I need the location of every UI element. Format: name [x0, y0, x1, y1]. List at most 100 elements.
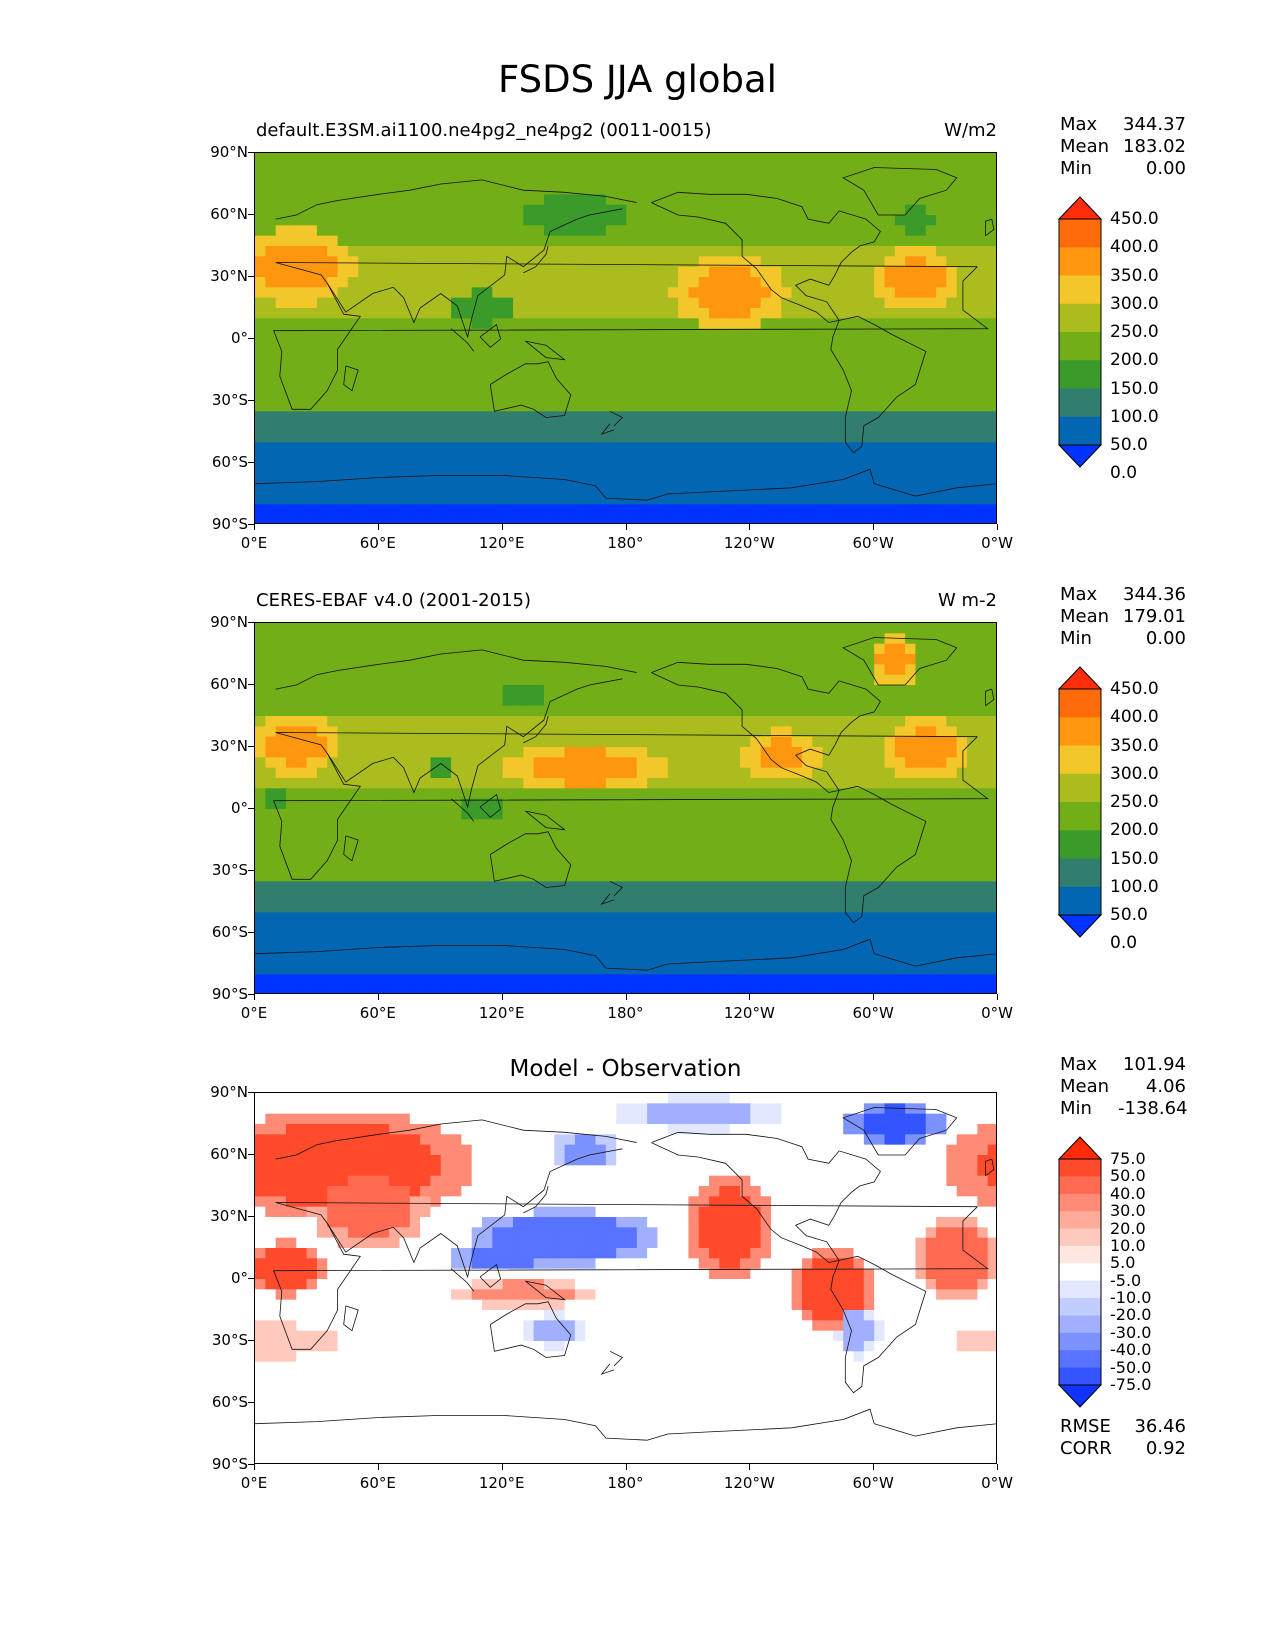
field-cell — [667, 287, 679, 299]
field-cell — [585, 287, 597, 299]
field-cell — [750, 328, 762, 340]
field-cell — [925, 184, 937, 195]
field-cell — [709, 494, 720, 505]
field-cell — [574, 153, 586, 164]
field-cell — [296, 881, 308, 893]
field-cell — [636, 788, 648, 800]
field-cell — [316, 163, 328, 175]
field-cell — [791, 215, 803, 226]
field-cell — [719, 623, 731, 634]
field-cell — [595, 798, 607, 810]
field-cell — [461, 643, 473, 655]
field-cell — [688, 664, 700, 676]
field-cell — [306, 194, 318, 206]
field-cell — [853, 685, 865, 696]
field-cell — [925, 442, 937, 454]
field-cell — [296, 308, 308, 319]
field-cell — [801, 685, 813, 696]
field-cell — [564, 297, 576, 309]
field-cell — [482, 349, 493, 361]
field-cell — [420, 912, 432, 924]
field-cell — [523, 674, 535, 686]
field-cell — [327, 173, 339, 185]
field-cell — [967, 850, 978, 862]
field-cell — [430, 297, 442, 309]
field-cell — [894, 778, 906, 789]
field-cell — [368, 726, 380, 738]
field-cell — [461, 504, 473, 516]
field-cell — [781, 943, 793, 955]
field-cell — [409, 829, 421, 841]
field-cell — [595, 390, 607, 402]
field-cell — [822, 153, 834, 164]
field-cell — [832, 318, 844, 330]
field-cell — [915, 473, 927, 485]
field-cell — [471, 215, 483, 226]
field-cell — [451, 411, 462, 423]
field-cell — [482, 850, 493, 862]
field-cell — [296, 225, 308, 237]
field-cell — [327, 401, 339, 412]
field-cell — [492, 173, 504, 185]
field-cell — [843, 933, 855, 944]
field-cell — [595, 163, 607, 175]
field-cell — [265, 943, 277, 955]
field-cell — [265, 654, 277, 665]
field-cell — [884, 943, 896, 955]
field-cell — [636, 943, 648, 955]
field-cell — [574, 380, 586, 392]
field-cell — [430, 716, 442, 727]
field-cell — [327, 494, 339, 505]
field-cell — [946, 390, 958, 402]
field-cell — [275, 840, 287, 851]
field-cell — [564, 840, 576, 851]
field-cell — [265, 778, 277, 789]
field-cell — [812, 452, 824, 464]
field-cell — [502, 943, 514, 955]
field-cell — [512, 463, 524, 474]
field-cell — [729, 504, 741, 516]
field-cell — [616, 483, 628, 495]
field-cell — [255, 757, 266, 769]
field-cell — [533, 318, 545, 330]
field-cell — [688, 778, 700, 789]
field-cell — [616, 850, 628, 862]
field-cell — [812, 339, 824, 350]
field-cell — [915, 328, 927, 340]
field-cell — [420, 204, 432, 216]
field-cell — [832, 685, 844, 696]
field-cell — [801, 778, 813, 789]
field-cell — [409, 933, 421, 944]
field-cell — [987, 204, 996, 216]
field-cell — [316, 411, 328, 423]
field-cell — [523, 246, 535, 257]
field-cell — [285, 390, 297, 402]
field-cell — [564, 514, 576, 523]
field-cell — [275, 871, 287, 882]
field-cell — [977, 390, 989, 402]
field-cell — [430, 685, 442, 696]
field-cell — [605, 308, 617, 319]
field-cell — [595, 184, 607, 195]
field-cell — [306, 695, 318, 707]
field-cell — [657, 411, 669, 423]
field-cell — [884, 881, 896, 893]
field-cell — [440, 173, 452, 185]
field-cell — [543, 328, 555, 340]
field-cell — [564, 881, 576, 893]
field-cell — [657, 421, 669, 433]
field-cell — [967, 943, 978, 955]
field-cell — [306, 256, 318, 268]
field-cell — [492, 452, 504, 464]
field-cell — [698, 173, 710, 185]
field-cell — [564, 757, 576, 769]
field-cell — [574, 432, 586, 443]
field-cell — [770, 850, 782, 862]
field-cell — [956, 674, 968, 686]
field-cell — [543, 685, 555, 696]
field-cell — [616, 633, 628, 645]
field-cell — [636, 736, 648, 748]
field-cell — [688, 401, 700, 412]
field-cell — [936, 194, 947, 206]
field-cell — [636, 339, 648, 350]
